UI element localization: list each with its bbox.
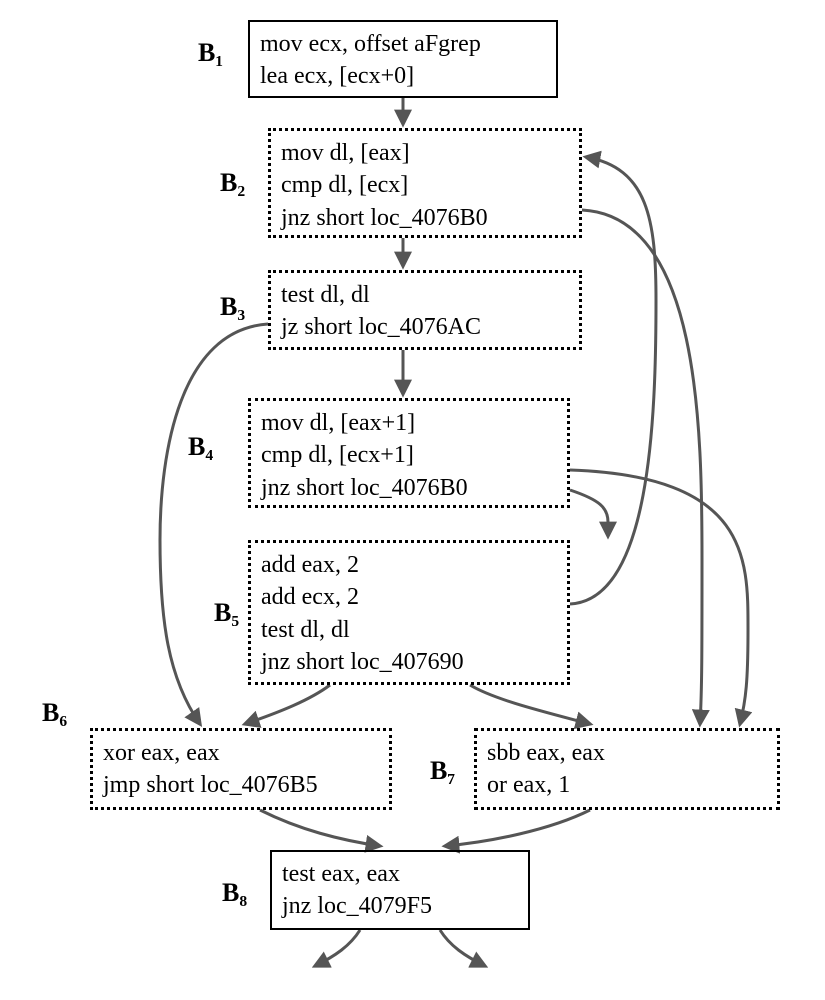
- code-line: jnz loc_4079F5: [282, 890, 518, 922]
- block-B4: mov dl, [eax+1]cmp dl, [ecx+1]jnz short …: [248, 398, 570, 508]
- code-line: add eax, 2: [261, 549, 557, 581]
- block-B2: mov dl, [eax]cmp dl, [ecx]jnz short loc_…: [268, 128, 582, 238]
- edge-B2-B7: [582, 210, 702, 724]
- label-B5: B₅: [214, 598, 239, 628]
- code-line: test dl, dl: [281, 279, 569, 311]
- code-line: add ecx, 2: [261, 581, 557, 613]
- label-B1: B₁: [198, 38, 223, 68]
- label-B8: B₈: [222, 878, 247, 908]
- code-line: xor eax, eax: [103, 737, 379, 769]
- code-line: sbb eax, eax: [487, 737, 767, 769]
- label-B6: B₆: [42, 698, 67, 728]
- code-line: jnz short loc_4076B0: [281, 202, 569, 234]
- code-line: lea ecx, [ecx+0]: [260, 60, 546, 92]
- code-line: jnz short loc_4076B0: [261, 472, 557, 504]
- code-line: jmp short loc_4076B5: [103, 769, 379, 801]
- code-line: jz short loc_4076AC: [281, 311, 569, 343]
- edge-B4-B7: [570, 470, 748, 724]
- edge-B7-B8: [445, 810, 590, 846]
- label-B7: B₇: [430, 756, 455, 786]
- code-line: or eax, 1: [487, 769, 767, 801]
- edge-B4-B5-side: [570, 490, 608, 536]
- code-line: test dl, dl: [261, 614, 557, 646]
- code-line: cmp dl, [ecx+1]: [261, 439, 557, 471]
- block-B1: mov ecx, offset aFgreplea ecx, [ecx+0]: [248, 20, 558, 98]
- edge-B8-out-left: [315, 930, 360, 966]
- code-line: jnz short loc_407690: [261, 646, 557, 678]
- block-B7: sbb eax, eaxor eax, 1: [474, 728, 780, 810]
- code-line: mov dl, [eax+1]: [261, 407, 557, 439]
- block-B3: test dl, dljz short loc_4076AC: [268, 270, 582, 350]
- edge-B6-B8: [260, 810, 380, 846]
- label-B4: B₄: [188, 432, 213, 462]
- edge-B8-out-right: [440, 930, 485, 966]
- code-line: cmp dl, [ecx]: [281, 169, 569, 201]
- block-B6: xor eax, eaxjmp short loc_4076B5: [90, 728, 392, 810]
- block-B8: test eax, eaxjnz loc_4079F5: [270, 850, 530, 930]
- edge-B5-B7: [470, 685, 590, 724]
- label-B2: B₂: [220, 168, 245, 198]
- code-line: mov ecx, offset aFgrep: [260, 28, 546, 60]
- code-line: mov dl, [eax]: [281, 137, 569, 169]
- edge-B5-B2-back: [570, 157, 656, 604]
- edge-B5-B6: [245, 685, 330, 724]
- code-line: test eax, eax: [282, 858, 518, 890]
- block-B5: add eax, 2add ecx, 2test dl, dljnz short…: [248, 540, 570, 685]
- label-B3: B₃: [220, 292, 245, 322]
